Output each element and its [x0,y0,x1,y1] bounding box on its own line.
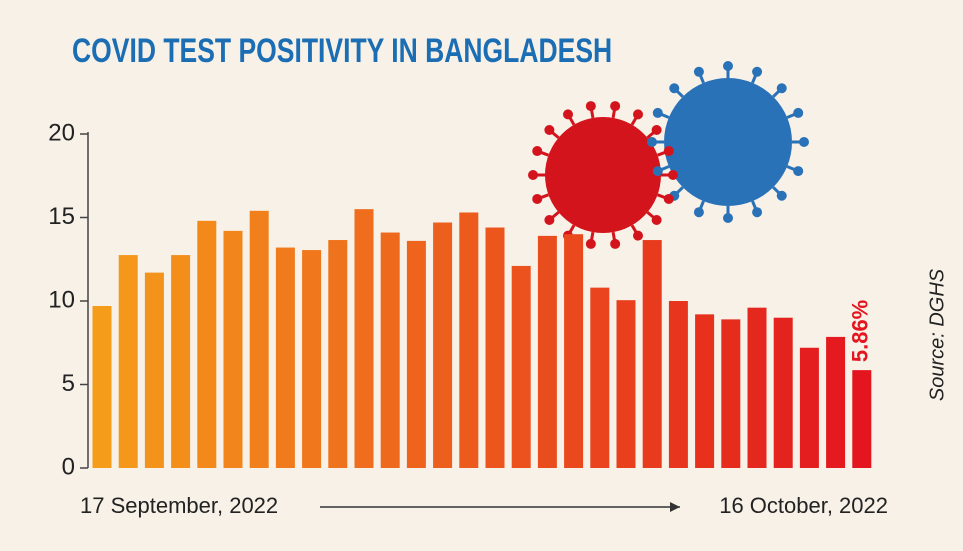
bar [616,300,636,468]
bar [695,314,715,468]
bar [852,370,872,468]
virus-spike-tip [651,125,662,136]
bar [826,336,846,468]
bar [747,307,767,468]
y-tick-label: 15 [48,203,75,230]
bar [537,235,557,468]
arrow-head [670,502,680,512]
bar [328,240,348,468]
bar [92,306,112,468]
virus-spike-tip [776,83,787,94]
virus-spike-tip [585,238,596,249]
virus-spike-tip [799,137,809,147]
virus-spike-tip [563,109,573,120]
virus-spike-tip [752,207,763,218]
virus-spike-tip [793,107,804,118]
bar [171,255,191,468]
bar [223,230,243,468]
bar [459,212,479,468]
bar [564,234,584,468]
bar [799,347,819,468]
virus-spike-tip [647,137,657,147]
bar [406,240,426,468]
virus-spike-tip [633,230,643,241]
virus-spike-tip [793,166,804,177]
y-tick-label: 0 [62,453,75,480]
virus-spike-tip [544,125,555,136]
red-virus [545,117,661,233]
virus-spike-tip [752,66,763,77]
virus-spike-tip [693,66,704,77]
bar [433,222,453,468]
virus-spike-tip [633,109,643,120]
bar [511,265,531,468]
virus-spike-tip [776,190,787,201]
virus-spike-tip [669,83,680,94]
y-tick-label: 20 [48,119,75,146]
bar [354,209,374,468]
virus-spike-tip [532,193,543,204]
bar [197,220,217,468]
chart-title: COVID TEST POSITIVITY IN BANGLADESH [72,32,612,70]
bar [485,227,505,468]
virus-spike-tip [723,61,733,71]
virus-spike-tip [544,214,555,225]
bar [118,255,138,468]
bar [590,287,610,468]
bar [668,301,688,468]
virus-spike-tip [668,170,678,180]
virus-spike-tip [610,101,621,112]
virus-spike-tip [532,146,543,157]
virus-spike-tip [610,238,621,249]
bar [773,317,793,468]
bar [380,232,400,468]
virus-spike-tip [528,170,538,180]
virus-spike-tip [663,193,674,204]
bar [144,272,164,468]
bar [249,210,269,468]
blue-virus [664,78,792,206]
y-tick-label: 10 [48,286,75,313]
y-tick-label: 5 [62,370,75,397]
x-tick-label: 17 September, 2022 [80,493,278,518]
x-tick-label: 16 October, 2022 [719,493,888,518]
virus-spike-tip [651,214,662,225]
bar [302,250,322,468]
virus-spike-tip [652,107,663,118]
virus-spike-tip [663,146,674,157]
bar [275,247,295,468]
virus-spike-tip [693,207,704,218]
source: Source: DGHS [926,268,948,401]
virus-spike-tip [585,101,596,112]
virus-spike-tip [723,213,733,223]
virus-illustration [528,61,809,249]
virus-spike-tip [652,166,663,177]
bar [721,319,741,468]
bar [642,240,662,468]
value-label: 5.86% [848,300,873,362]
